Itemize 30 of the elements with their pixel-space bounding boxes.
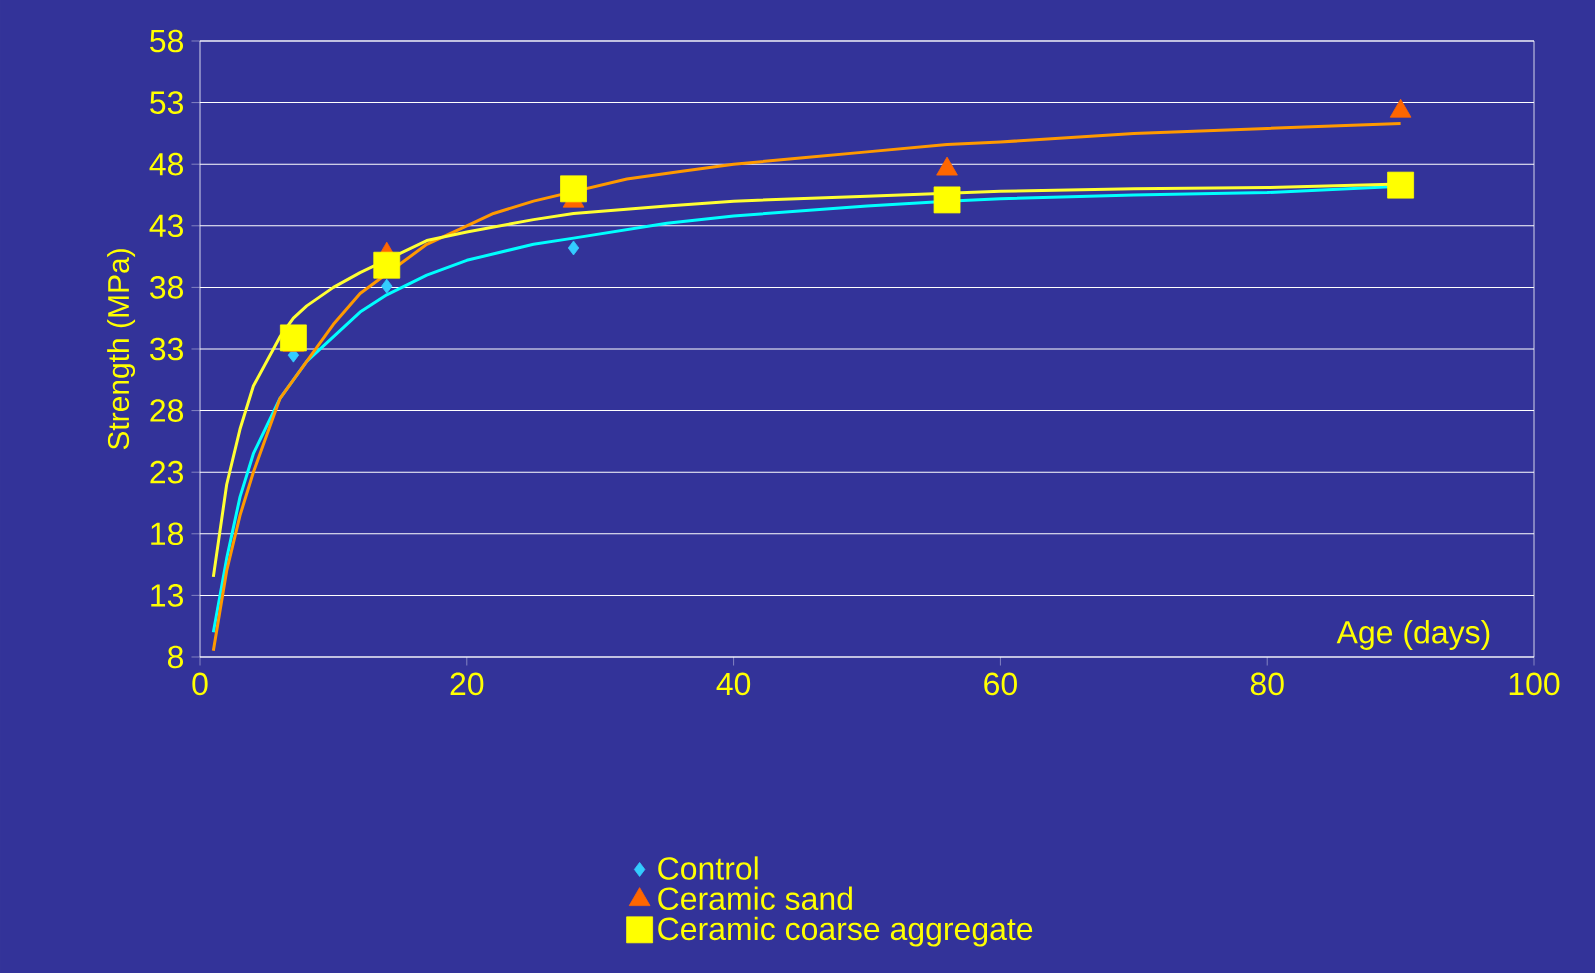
- y-tick-label: 33: [150, 337, 183, 361]
- legend-label: Ceramic coarse aggregate: [658, 916, 1033, 947]
- point: [381, 278, 393, 294]
- y-axis-title: Strength (MPa): [107, 249, 136, 450]
- x-tick-label: 0: [192, 672, 208, 696]
- point: [560, 175, 587, 203]
- x-tick-label: 60: [984, 672, 1017, 696]
- y-tick-label: 8: [167, 645, 184, 669]
- point: [279, 324, 307, 352]
- y-tick-label: 23: [150, 460, 183, 484]
- y-tick-label: 58: [150, 29, 184, 53]
- legend-label: Ceramic sand: [658, 886, 852, 911]
- x-tick-label: 40: [716, 672, 751, 696]
- point: [933, 186, 961, 214]
- y-tick-label: 38: [150, 276, 184, 299]
- y-tick-label: 28: [150, 399, 184, 422]
- x-axis-title: Age (days): [1336, 620, 1490, 650]
- x-tick-label: 100: [1509, 672, 1560, 696]
- y-tick-label: 48: [149, 152, 184, 176]
- point: [1389, 98, 1412, 118]
- y-tick-label: 43: [149, 214, 183, 238]
- x-tick-label: 20: [450, 672, 484, 696]
- y-tick-label: 13: [151, 584, 183, 607]
- legend-label: Control: [658, 856, 758, 880]
- y-tick-label: 53: [150, 91, 183, 114]
- y-tick-label: 18: [151, 522, 184, 546]
- point: [567, 240, 580, 256]
- point: [373, 251, 401, 279]
- point: [1387, 171, 1415, 199]
- x-tick-label: 80: [1250, 672, 1284, 696]
